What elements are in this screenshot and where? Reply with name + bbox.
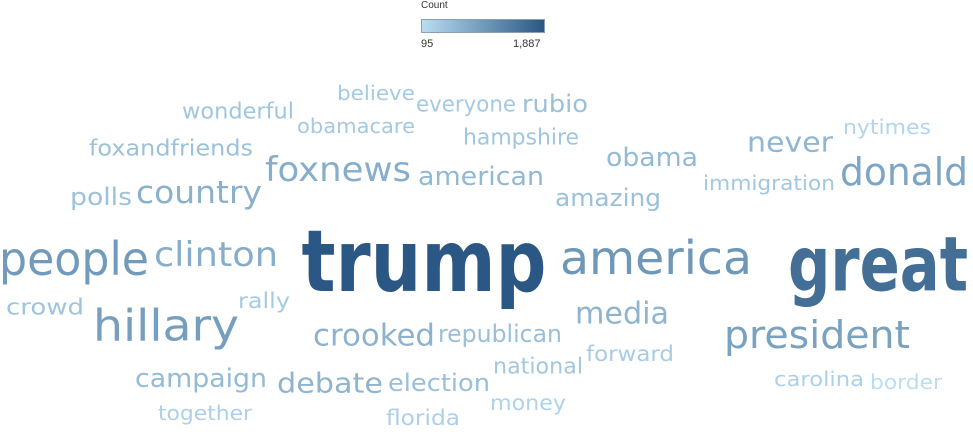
word-republican: republican <box>438 320 562 348</box>
legend-max-label: 1,887 <box>513 38 541 50</box>
word-everyone: everyone <box>416 93 516 118</box>
word-money: money <box>490 391 566 415</box>
word-media: media <box>575 297 669 332</box>
word-immigration: immigration <box>703 171 835 195</box>
word-debate: debate <box>277 367 383 400</box>
legend-title: Count <box>421 0 448 11</box>
word-trump: trump <box>302 212 547 312</box>
word-people: people <box>0 232 149 286</box>
word-campaign: campaign <box>135 364 267 394</box>
legend-gradient-bar <box>421 19 545 33</box>
word-carolina: carolina <box>774 367 864 391</box>
word-nytimes: nytimes <box>843 115 931 139</box>
word-amazing: amazing <box>555 184 661 212</box>
word-election: election <box>388 369 490 397</box>
word-foxandfriends: foxandfriends <box>89 137 253 162</box>
word-rubio: rubio <box>522 90 588 118</box>
word-country: country <box>136 175 262 211</box>
word-donald: donald <box>840 150 968 194</box>
word-national: national <box>493 355 583 380</box>
word-border: border <box>870 370 943 394</box>
word-hillary: hillary <box>93 301 239 352</box>
word-crowd: crowd <box>6 296 84 321</box>
word-crooked: crooked <box>313 319 435 354</box>
legend-min-label: 95 <box>421 38 434 50</box>
word-never: never <box>747 126 834 159</box>
color-legend: Count 95 1,887 <box>421 0 551 56</box>
word-florida: florida <box>386 406 460 430</box>
word-america: america <box>560 231 752 285</box>
word-wonderful: wonderful <box>182 100 294 125</box>
word-believe: believe <box>337 81 415 105</box>
word-together: together <box>158 401 253 425</box>
word-american: american <box>418 162 544 192</box>
word-clinton: clinton <box>154 235 278 275</box>
word-obamacare: obamacare <box>297 114 415 138</box>
word-hampshire: hampshire <box>463 126 579 151</box>
word-obama: obama <box>606 143 698 173</box>
word-great: great <box>788 220 968 309</box>
word-rally: rally <box>238 289 290 313</box>
word-foxnews: foxnews <box>265 150 411 190</box>
word-polls: polls <box>70 183 132 211</box>
word-president: president <box>724 313 910 357</box>
word-forward: forward <box>586 342 674 366</box>
